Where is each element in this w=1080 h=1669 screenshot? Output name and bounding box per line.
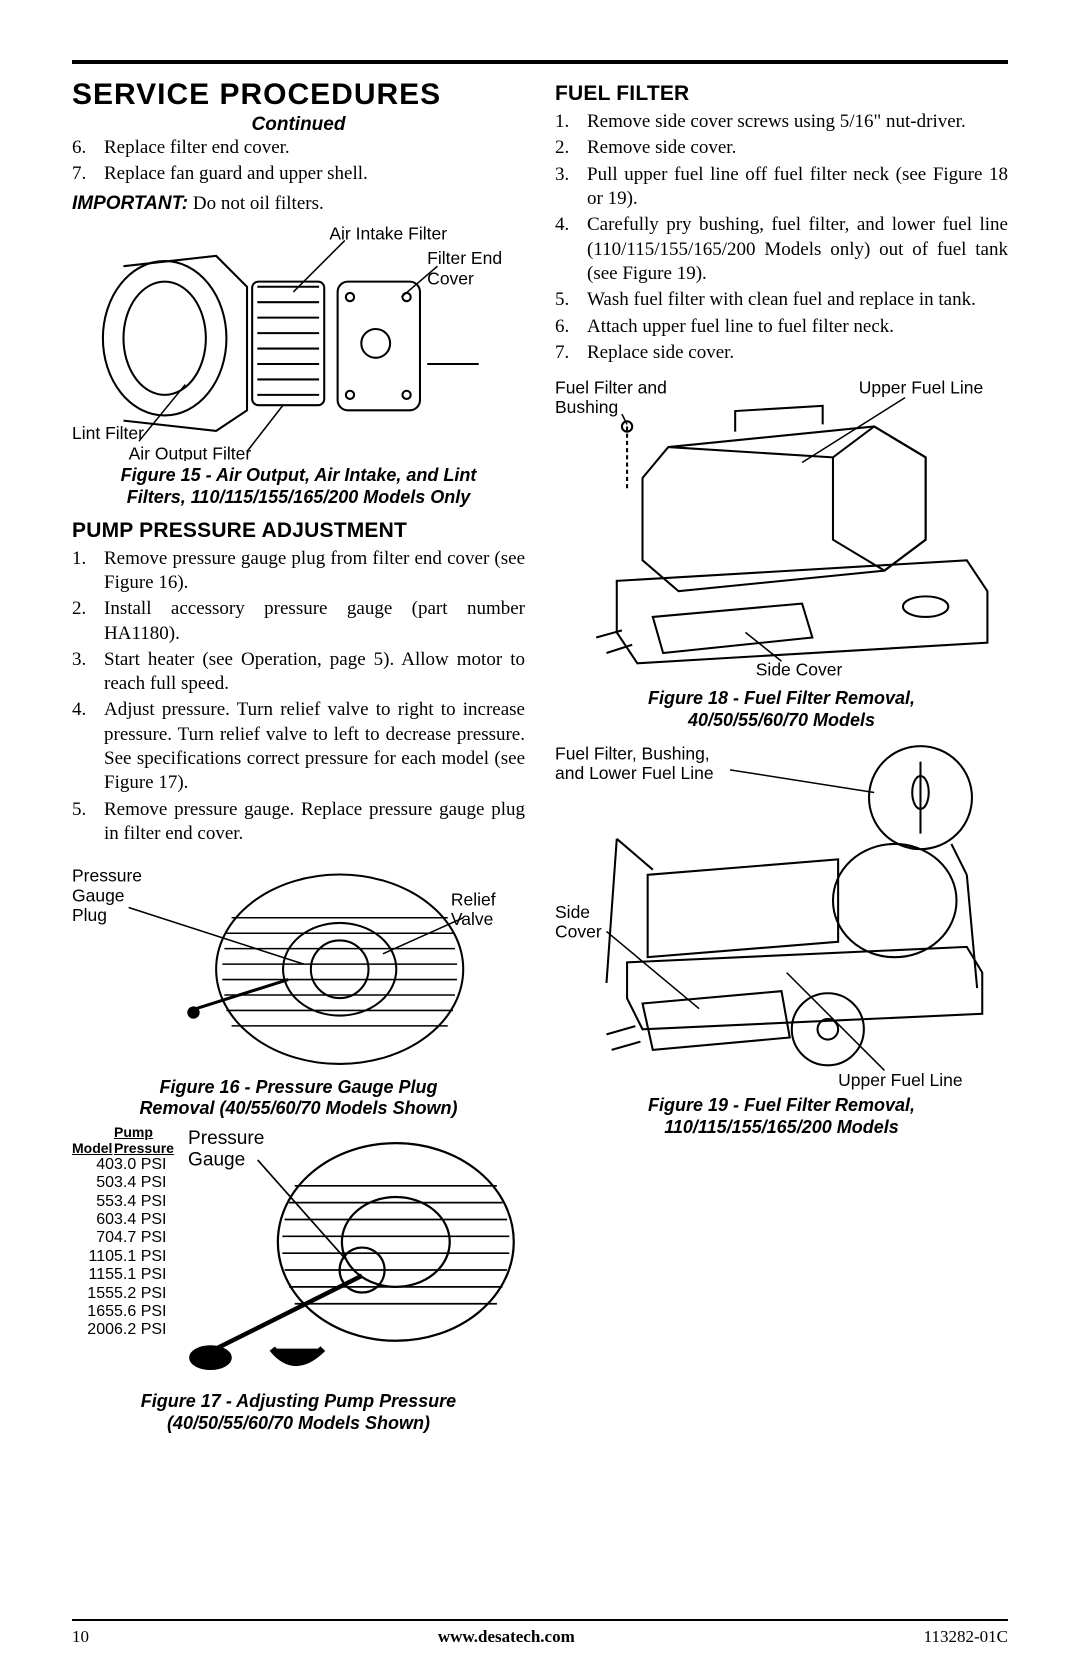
- pump-table-row: 2006.2 PSI: [72, 1321, 182, 1339]
- step-7: 7.Replace fan guard and upper shell.: [72, 162, 525, 186]
- svg-text:Side: Side: [555, 902, 590, 922]
- important-note: IMPORTANT: Do not oil filters.: [72, 193, 525, 215]
- page-title: SERVICE PROCEDURES: [72, 78, 525, 112]
- svg-text:Gauge: Gauge: [188, 1149, 245, 1170]
- pump-table-row: 403.0 PSI: [72, 1156, 182, 1174]
- figure-15: Air Intake Filter Filter End Cover Lint …: [72, 225, 525, 509]
- fuel-steps-list: 1.Remove side cover screws using 5/16" n…: [555, 110, 1008, 365]
- svg-text:Valve: Valve: [451, 909, 493, 929]
- pump-pressure-table: Pump Model Pressure 403.0 PSI503.4 PSI55…: [72, 1124, 182, 1340]
- top-rule: [72, 60, 1008, 64]
- pump-step-5: 5.Remove pressure gauge. Replace pressur…: [72, 798, 525, 847]
- figure-19: Fuel Filter, Bushing, and Lower Fuel Lin…: [555, 741, 1008, 1138]
- svg-text:Fuel Filter, Bushing,: Fuel Filter, Bushing,: [555, 744, 710, 764]
- fuel-step-7: 7.Replace side cover.: [555, 341, 1008, 365]
- svg-text:Pressure: Pressure: [72, 866, 142, 886]
- right-column: FUEL FILTER 1.Remove side cover screws u…: [555, 78, 1008, 1434]
- fuel-step-4: 4.Carefully pry bushing, fuel filter, an…: [555, 213, 1008, 286]
- pump-table-row: 603.4 PSI: [72, 1211, 182, 1229]
- svg-text:Relief: Relief: [451, 890, 496, 910]
- fuel-step-6: 6.Attach upper fuel line to fuel filter …: [555, 315, 1008, 339]
- svg-text:Gauge: Gauge: [72, 886, 125, 906]
- svg-text:Pressure: Pressure: [188, 1128, 264, 1149]
- figure-18: Fuel Filter and Bushing Upper Fuel Line: [555, 375, 1008, 731]
- pump-table-row: 503.4 PSI: [72, 1174, 182, 1192]
- figure-15-caption: Figure 15 - Air Output, Air Intake, and …: [72, 465, 525, 508]
- pump-table-row: 1105.1 PSI: [72, 1248, 182, 1266]
- pump-steps-list: 1.Remove pressure gauge plug from filter…: [72, 547, 525, 847]
- fuel-step-5: 5.Wash fuel filter with clean fuel and r…: [555, 288, 1008, 312]
- pump-table-row: 704.7 PSI: [72, 1229, 182, 1247]
- figure-16-caption: Figure 16 - Pressure Gauge Plug Removal …: [72, 1077, 525, 1120]
- two-column-layout: SERVICE PROCEDURES Continued 6.Replace f…: [72, 78, 1008, 1434]
- figure-17-area: Pump Model Pressure 403.0 PSI503.4 PSI55…: [72, 1124, 525, 1387]
- fuel-step-3: 3.Pull upper fuel line off fuel filter n…: [555, 163, 1008, 212]
- svg-text:Cover: Cover: [555, 922, 602, 942]
- svg-text:Lint Filter: Lint Filter: [72, 423, 144, 443]
- figure-19-caption: Figure 19 - Fuel Filter Removal, 110/115…: [555, 1095, 1008, 1138]
- svg-text:Upper Fuel Line: Upper Fuel Line: [838, 1070, 963, 1090]
- svg-text:Upper Fuel Line: Upper Fuel Line: [859, 378, 984, 398]
- svg-text:Side Cover: Side Cover: [756, 660, 843, 680]
- fuel-step-2: 2.Remove side cover.: [555, 136, 1008, 160]
- page-footer: 10 www.desatech.com 113282-01C: [72, 1619, 1008, 1647]
- left-column: SERVICE PROCEDURES Continued 6.Replace f…: [72, 78, 525, 1434]
- svg-text:Fuel Filter and: Fuel Filter and: [555, 378, 667, 398]
- page-number: 10: [72, 1627, 89, 1647]
- figure-16: Pressure Gauge Plug Relief Valve Figure …: [72, 856, 525, 1119]
- continue-steps-list: 6.Replace filter end cover. 7.Replace fa…: [72, 136, 525, 187]
- pump-step-4: 4.Adjust pressure. Turn relief valve to …: [72, 698, 525, 795]
- svg-text:Cover: Cover: [427, 268, 474, 288]
- svg-text:Plug: Plug: [72, 905, 107, 925]
- pump-pressure-heading: PUMP PRESSURE ADJUSTMENT: [72, 519, 525, 543]
- figure-18-caption: Figure 18 - Fuel Filter Removal, 40/50/5…: [555, 688, 1008, 731]
- continued-label: Continued: [72, 114, 525, 136]
- pump-table-row: 1655.6 PSI: [72, 1303, 182, 1321]
- fuel-step-1: 1.Remove side cover screws using 5/16" n…: [555, 110, 1008, 134]
- svg-text:and Lower Fuel Line: and Lower Fuel Line: [555, 763, 714, 783]
- pump-table-row: 553.4 PSI: [72, 1193, 182, 1211]
- pump-table-row: 1555.2 PSI: [72, 1285, 182, 1303]
- footer-doc-id: 113282-01C: [924, 1627, 1008, 1647]
- step-6: 6.Replace filter end cover.: [72, 136, 525, 160]
- fuel-filter-heading: FUEL FILTER: [555, 82, 1008, 106]
- svg-text:Air Output Filter: Air Output Filter: [129, 443, 252, 461]
- figure-17-caption: Figure 17 - Adjusting Pump Pressure (40/…: [72, 1391, 525, 1434]
- svg-text:Bushing: Bushing: [555, 397, 618, 417]
- svg-text:Filter End: Filter End: [427, 248, 502, 268]
- pump-step-2: 2.Install accessory pressure gauge (part…: [72, 597, 525, 646]
- pump-step-3: 3.Start heater (see Operation, page 5). …: [72, 648, 525, 697]
- pump-table-row: 1155.1 PSI: [72, 1266, 182, 1284]
- pump-step-1: 1.Remove pressure gauge plug from filter…: [72, 547, 525, 596]
- label-air-intake: Air Intake Filter: [329, 225, 447, 243]
- footer-url: www.desatech.com: [89, 1627, 924, 1647]
